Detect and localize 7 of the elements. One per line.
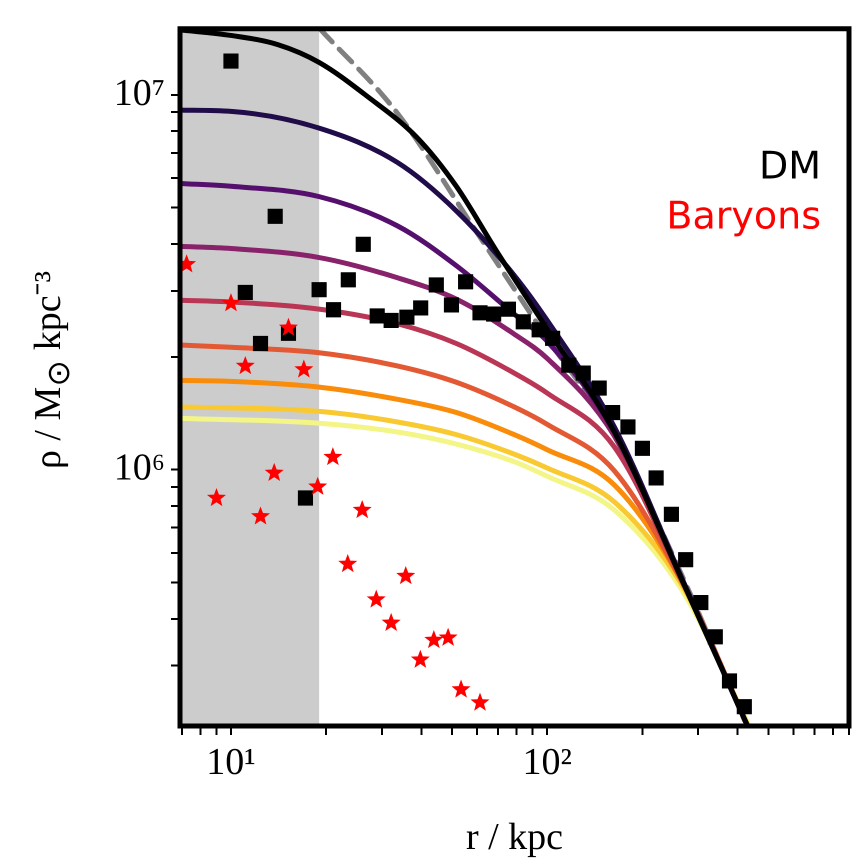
x-axis-title: r / kpc <box>466 816 564 858</box>
text: Baryons <box>666 194 821 238</box>
x-tick-label: 10² <box>522 740 572 783</box>
text: DM <box>758 144 821 188</box>
y-tick-label: 10⁷ <box>114 72 165 114</box>
x-tick-label: 10¹ <box>206 740 256 783</box>
y-tick-label: 10⁶ <box>114 446 165 489</box>
